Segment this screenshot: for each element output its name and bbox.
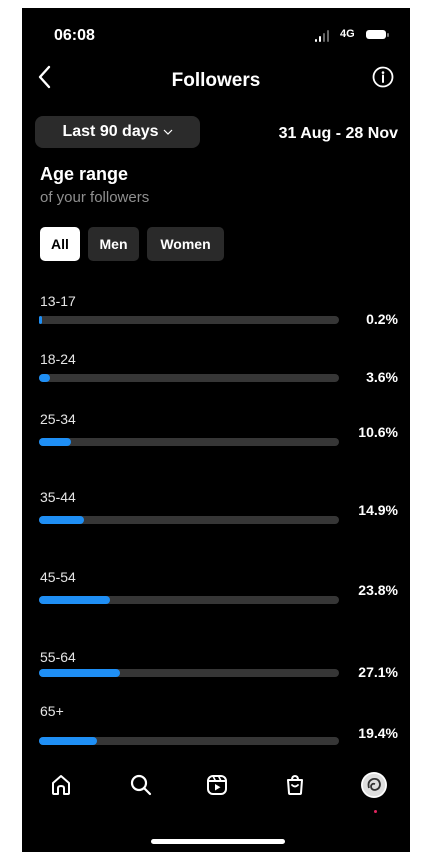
search-icon[interactable]: [126, 770, 156, 800]
age-bar-fill: [39, 316, 42, 324]
age-percent: 10.6%: [358, 424, 398, 440]
age-bar-track: [39, 737, 339, 745]
age-percent: 23.8%: [358, 582, 398, 598]
age-bar-track: [39, 596, 339, 604]
battery-icon: [366, 30, 389, 39]
notification-dot: [374, 810, 377, 813]
page-title: Followers: [171, 70, 261, 91]
age-bar-fill: [39, 596, 110, 604]
age-label: 65+: [40, 703, 64, 719]
network-label: 4G: [340, 28, 355, 40]
status-bar: 06:08 4G: [22, 8, 410, 58]
reels-icon[interactable]: [202, 770, 232, 800]
age-bar-fill: [39, 438, 71, 446]
shop-icon[interactable]: [280, 770, 310, 800]
age-bar-fill: [39, 516, 84, 524]
age-percent: 19.4%: [358, 725, 398, 741]
top-nav: Followers: [22, 62, 410, 98]
age-label: 18-24: [40, 351, 76, 367]
section-subtitle: of your followers: [40, 189, 150, 206]
avatar-icon: [361, 772, 387, 798]
signal-icon: [315, 30, 329, 42]
age-label: 35-44: [40, 489, 76, 505]
status-time: 06:08: [54, 27, 95, 44]
home-indicator: [151, 839, 285, 844]
age-percent: 27.1%: [358, 664, 398, 680]
age-bar-fill: [39, 669, 120, 677]
age-bar-fill: [39, 374, 50, 382]
filter-all-chip[interactable]: All: [40, 227, 80, 261]
period-label: Last 90 days: [62, 123, 159, 140]
age-bar-track: [39, 374, 339, 382]
age-label: 13-17: [40, 293, 76, 309]
phone-screen: 06:08 4G Followers Last 90 days 31 Aug -…: [22, 8, 410, 852]
chevron-down-icon: [163, 129, 172, 135]
profile-avatar: [361, 772, 387, 798]
gender-filter: All Men Women: [40, 227, 224, 261]
age-label: 45-54: [40, 569, 76, 585]
age-bar-track: [39, 516, 339, 524]
info-icon[interactable]: [372, 66, 394, 88]
age-percent: 14.9%: [358, 502, 398, 518]
section-title: Age range: [40, 164, 129, 184]
bottom-tab-bar: [22, 770, 410, 810]
home-icon[interactable]: [46, 770, 76, 800]
filter-women-chip[interactable]: Women: [147, 227, 224, 261]
age-bar-track: [39, 438, 339, 446]
period-dropdown[interactable]: Last 90 days: [35, 116, 200, 148]
age-bar-fill: [39, 737, 97, 745]
age-bar-track: [39, 316, 339, 324]
profile-tab[interactable]: [359, 770, 389, 800]
age-label: 55-64: [40, 649, 76, 665]
age-bar-track: [39, 669, 339, 677]
age-label: 25-34: [40, 411, 76, 427]
age-percent: 3.6%: [366, 369, 398, 385]
age-percent: 0.2%: [366, 311, 398, 327]
back-arrow-icon[interactable]: [35, 62, 55, 92]
filter-men-chip[interactable]: Men: [88, 227, 139, 261]
date-range: 31 Aug - 28 Nov: [278, 125, 398, 142]
